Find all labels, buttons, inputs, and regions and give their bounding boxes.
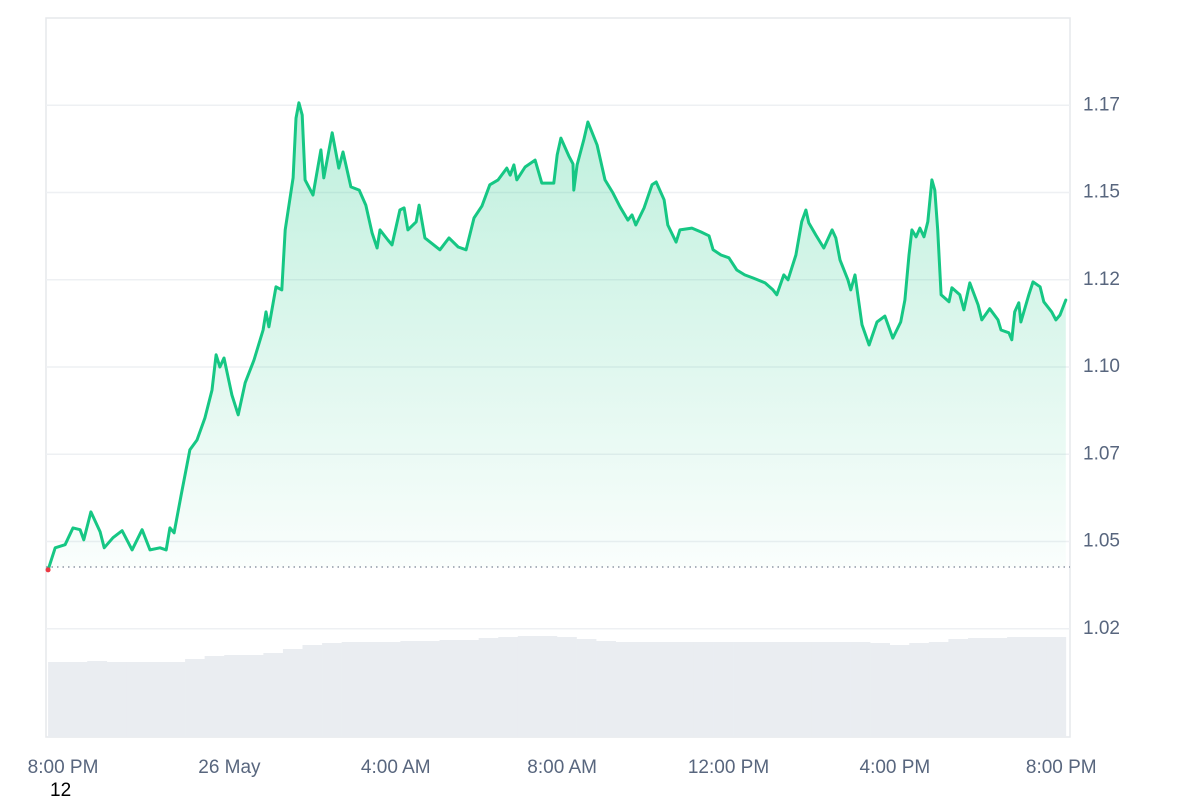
y-tick-label: 1.15 xyxy=(1083,182,1120,203)
volume-bar xyxy=(106,662,127,737)
volume-bar xyxy=(576,639,597,737)
volume-bar xyxy=(615,642,636,737)
volume-bar xyxy=(928,642,949,737)
y-tick-label: 1.05 xyxy=(1083,531,1120,552)
volume-bar xyxy=(1026,637,1047,737)
volume-bar xyxy=(87,661,108,737)
volume-bar xyxy=(48,662,68,737)
x-tick-label: 8:00 AM xyxy=(527,757,597,778)
area xyxy=(48,102,1066,570)
volume-bar xyxy=(987,638,1008,737)
volume-bar xyxy=(537,636,558,737)
volume-bar xyxy=(870,643,890,737)
volume-bar xyxy=(752,642,773,737)
volume-bar xyxy=(517,636,538,737)
x-tick-label: 8:00 PM xyxy=(1026,757,1097,778)
x-tick-label: 4:00 AM xyxy=(361,757,431,778)
volume-bar xyxy=(439,640,460,737)
volume-bar xyxy=(556,637,577,737)
start-marker xyxy=(45,567,51,573)
volume-bar xyxy=(909,643,930,737)
volume-bar xyxy=(400,641,421,737)
x-tick-label: 12:00 PM xyxy=(688,757,769,778)
volume-bar xyxy=(654,642,675,737)
volume-bar xyxy=(733,642,753,737)
footnote: 12 xyxy=(50,780,71,800)
volume-bar xyxy=(419,641,440,737)
volume-bar xyxy=(126,662,147,737)
price-line xyxy=(46,101,1068,572)
axis-labels: 1.02 1.05 1.07 1.10 1.12 1.15 1.17 8:00 PM 26 Ma… xyxy=(28,94,1120,778)
volume-bar xyxy=(674,642,695,737)
y-tick-label: 1.02 xyxy=(1083,618,1120,639)
volume-bars xyxy=(48,636,1067,737)
volume-bar xyxy=(459,640,479,737)
volume-bar xyxy=(204,656,225,737)
y-tick-label: 1.07 xyxy=(1083,443,1120,464)
volume-bar xyxy=(889,645,910,737)
x-tick-label: 4:00 PM xyxy=(860,757,931,778)
volume-bar xyxy=(635,642,656,737)
volume-bar xyxy=(263,653,284,737)
volume-bar xyxy=(282,649,303,737)
x-tick-label: 26 May xyxy=(198,757,261,778)
y-tick-label: 1.10 xyxy=(1083,356,1120,377)
volume-bar xyxy=(948,639,969,737)
volume-bar xyxy=(243,655,264,737)
volume-bar xyxy=(322,643,342,737)
volume-bar xyxy=(361,642,382,737)
volume-bar xyxy=(713,642,734,737)
volume-bar xyxy=(596,641,616,737)
volume-bar xyxy=(1046,637,1067,737)
volume-bar xyxy=(478,638,499,737)
volume-bar xyxy=(693,642,714,737)
volume-bar xyxy=(498,637,519,737)
volume-bar xyxy=(380,642,401,737)
x-tick-label: 8:00 PM xyxy=(28,757,99,778)
volume-bar xyxy=(302,645,323,737)
volume-bar xyxy=(145,662,166,737)
volume-bar xyxy=(185,659,205,737)
volume-bar xyxy=(224,655,245,737)
volume-bar xyxy=(1007,637,1027,737)
volume-bar xyxy=(772,642,793,737)
y-tick-label: 1.12 xyxy=(1083,269,1120,290)
price-series xyxy=(45,101,1070,573)
volume-bar xyxy=(791,642,812,737)
volume-bar xyxy=(850,642,871,737)
y-tick-label: 1.17 xyxy=(1083,94,1120,115)
volume-bar xyxy=(967,638,988,737)
volume-bar xyxy=(165,662,186,737)
volume-bar xyxy=(830,642,851,737)
volume-bar xyxy=(341,642,362,737)
volume-bar xyxy=(67,662,88,737)
volume-bar xyxy=(811,642,832,737)
